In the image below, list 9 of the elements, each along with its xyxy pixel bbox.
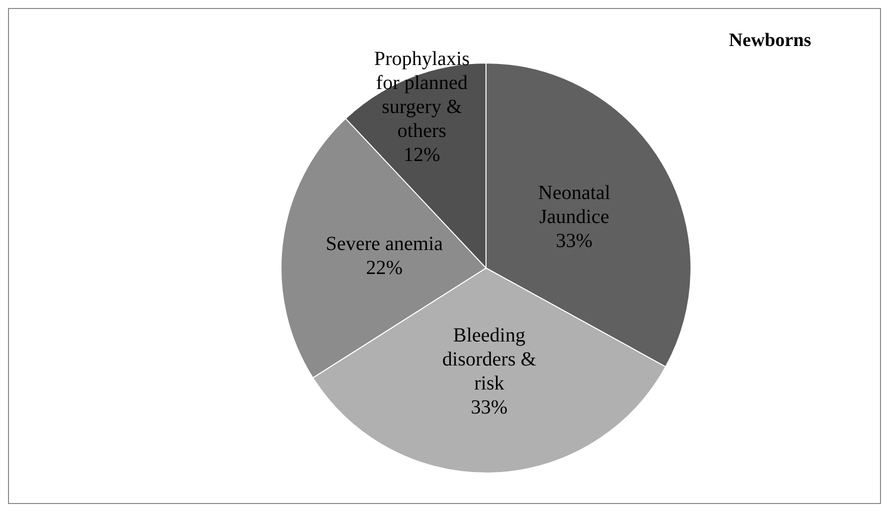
data-label: 33% xyxy=(470,396,508,418)
slice-label: Bleeding disorders & risk xyxy=(442,324,537,394)
slice-label: Severe anemia xyxy=(326,233,444,256)
text: Newborns xyxy=(728,30,812,51)
data-label: 33% xyxy=(556,230,593,252)
slice-label: Neonatal Jaundice xyxy=(538,182,611,228)
data-label: 12% xyxy=(404,144,440,166)
slice-label: Prophylaxis for planned surgery & others xyxy=(374,48,470,142)
data-label: 22% xyxy=(366,257,403,280)
